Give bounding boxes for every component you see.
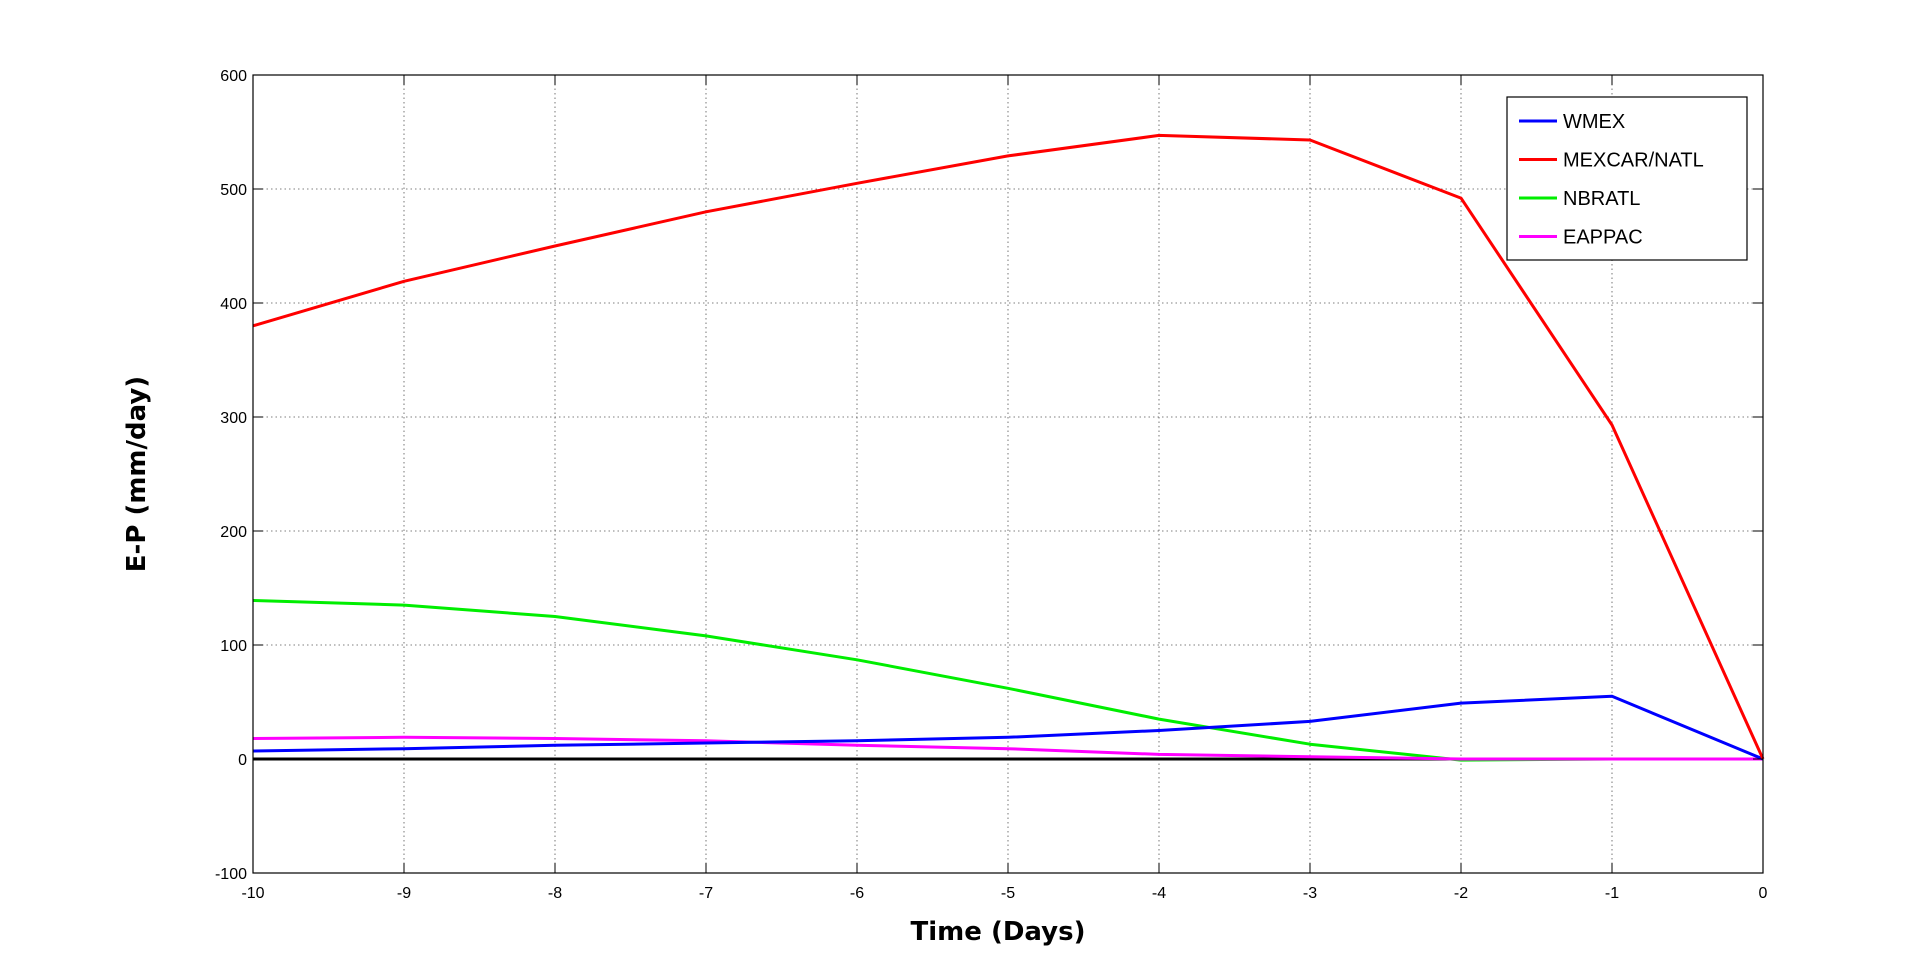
x-tick-label: -8	[548, 885, 562, 902]
y-tick-label: 300	[220, 410, 247, 427]
ticks: -10 -9 -8 -7 -6 -5 -4 -3 -2 -1 0-10001002003004005…	[215, 68, 1768, 902]
y-tick-label: 100	[220, 638, 247, 655]
x-tick-label: -2	[1454, 885, 1468, 902]
y-tick-label: 0	[238, 752, 247, 769]
legend-label: NBRATL	[1563, 188, 1640, 210]
x-axis-title: Time (Days)	[911, 917, 1086, 947]
y-axis-title: E-P (mm/day)	[122, 376, 152, 572]
x-tick-label: 0	[1759, 885, 1768, 902]
series-line-mexcar-natl	[252, 133, 1765, 760]
legend-label: WMEX	[1563, 111, 1625, 133]
series-line-wmex	[252, 694, 1764, 761]
x-tick-label: -10	[241, 885, 264, 902]
y-tick-label: 600	[220, 68, 247, 85]
x-tick-label: -6	[850, 885, 864, 902]
y-tick-label: 200	[220, 524, 247, 541]
series-layer	[252, 133, 1765, 762]
legend-label: MEXCAR/NATL	[1563, 150, 1704, 172]
y-tick-label: 500	[220, 182, 247, 199]
x-tick-label: -5	[1001, 885, 1015, 902]
x-tick-label: -1	[1605, 885, 1619, 902]
y-tick-label: 400	[220, 296, 247, 313]
x-tick-label: -4	[1152, 885, 1166, 902]
x-tick-label: -9	[397, 885, 411, 902]
legend-label: EAPPAC	[1563, 227, 1643, 249]
x-tick-label: -3	[1303, 885, 1317, 902]
y-tick-label: -100	[215, 866, 247, 883]
x-tick-label: -7	[699, 885, 713, 902]
legend-box	[1506, 96, 1748, 261]
series-line-eappac	[252, 735, 1763, 761]
legend: WMEX MEXCAR/NATL NBRATL EAPPAC	[1506, 96, 1748, 261]
